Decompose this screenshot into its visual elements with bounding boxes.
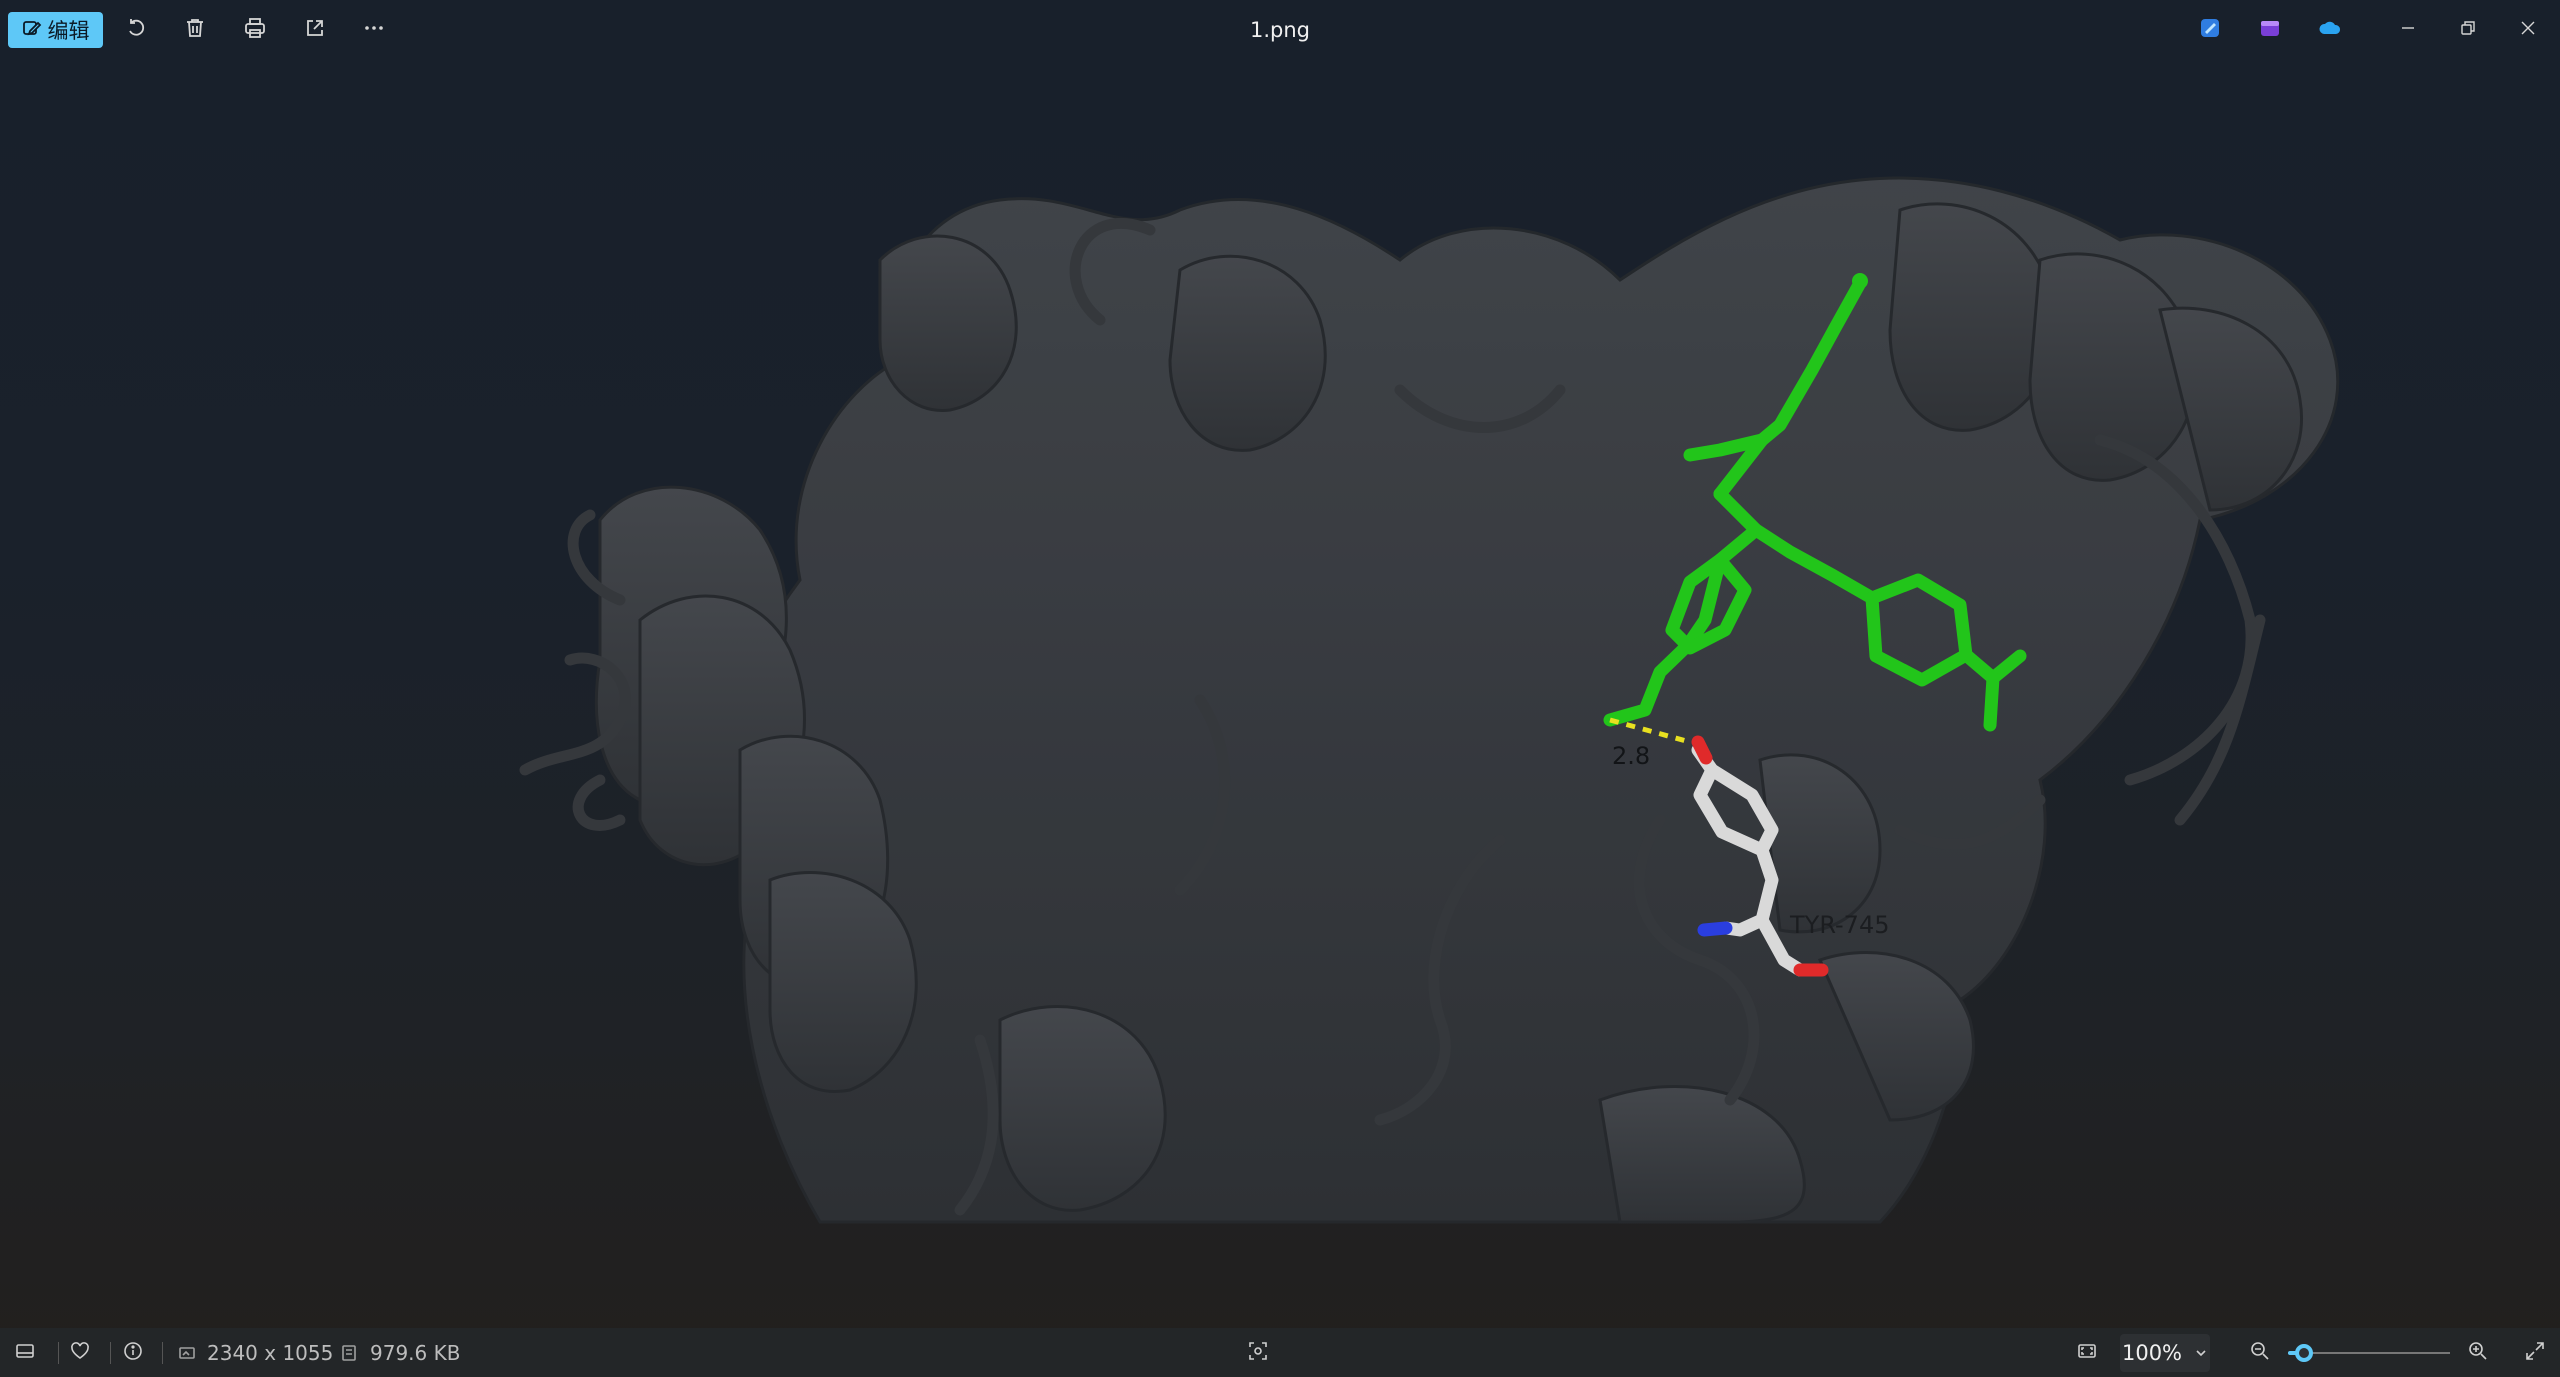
zoom-level-dropdown[interactable]: 100% (2120, 1334, 2210, 1372)
oxygen-atom (1691, 735, 1713, 765)
rotate-icon (125, 17, 147, 43)
clipchamp-icon (2258, 16, 2282, 44)
share-button[interactable] (297, 12, 333, 48)
delete-button[interactable] (177, 12, 213, 48)
zoom-out-button[interactable] (2247, 1340, 2273, 1366)
edit-button[interactable]: 编辑 (8, 12, 103, 48)
filmstrip-icon (15, 1341, 35, 1366)
designer-button[interactable] (2197, 17, 2223, 43)
status-bar: 2340 x 1055 979.6 KB 100% (0, 1328, 2560, 1377)
full-screen-button[interactable] (2522, 1340, 2548, 1366)
zoom-slider[interactable] (2288, 1341, 2450, 1365)
restore-button[interactable] (2443, 10, 2493, 50)
zoom-level-value: 100% (2121, 1341, 2183, 1365)
favorite-button[interactable] (67, 1340, 93, 1366)
onedrive-icon (2318, 16, 2342, 44)
minimize-icon (2399, 19, 2417, 41)
nitrogen-atom (1697, 921, 1733, 937)
fit-to-window-button[interactable] (2074, 1340, 2100, 1366)
image-dimensions: 2340 x 1055 (207, 1341, 334, 1365)
filmstrip-button[interactable] (12, 1340, 38, 1366)
residue-label: TYR-745 (1789, 911, 1890, 939)
ligand-atom (1852, 273, 1868, 289)
rotate-button[interactable] (118, 12, 154, 48)
protein-ligand-image: 2.8 TYR-745 (519, 176, 2340, 1224)
onedrive-button[interactable] (2317, 17, 2343, 43)
expand-icon (2525, 1341, 2545, 1366)
chevron-down-icon (2194, 1341, 2208, 1365)
zoom-out-icon (2250, 1341, 2270, 1366)
print-button[interactable] (237, 12, 273, 48)
minimize-button[interactable] (2383, 10, 2433, 50)
zoom-slider-track (2288, 1352, 2450, 1354)
fit-screen-icon (2077, 1341, 2097, 1366)
file-info-button[interactable] (120, 1340, 146, 1366)
zoom-in-icon (2468, 1341, 2488, 1366)
screen-capture-button[interactable] (1245, 1340, 1271, 1366)
share-icon (304, 17, 326, 43)
scan-icon (1248, 1341, 1268, 1366)
clipchamp-button[interactable] (2257, 17, 2283, 43)
divider (58, 1342, 59, 1364)
zoom-in-button[interactable] (2465, 1340, 2491, 1366)
dimensions-icon (174, 1340, 200, 1366)
divider (162, 1342, 163, 1364)
close-icon (2519, 19, 2537, 41)
designer-icon (2198, 16, 2222, 44)
top-toolbar: 编辑 (0, 0, 2560, 60)
divider (110, 1342, 111, 1364)
file-size-icon (336, 1340, 362, 1366)
edit-image-icon (22, 18, 42, 43)
print-icon (244, 17, 266, 43)
file-size: 979.6 KB (370, 1341, 461, 1365)
hydrogen-bond (1609, 717, 1691, 745)
ligand-sticks (1603, 276, 2027, 732)
info-icon (123, 1341, 143, 1366)
trash-icon (184, 17, 206, 43)
more-icon (363, 17, 385, 43)
zoom-slider-thumb[interactable] (2295, 1344, 2314, 1362)
restore-icon (2459, 19, 2477, 41)
protein-loops (519, 218, 2266, 1216)
edit-button-label: 编辑 (47, 19, 90, 43)
distance-label: 2.8 (1612, 742, 1650, 770)
heart-icon (70, 1341, 90, 1366)
protein-cartoon (594, 176, 2340, 1224)
more-button[interactable] (356, 12, 392, 48)
close-button[interactable] (2503, 10, 2553, 50)
image-viewer[interactable]: 2.8 TYR-745 (0, 60, 2560, 1328)
